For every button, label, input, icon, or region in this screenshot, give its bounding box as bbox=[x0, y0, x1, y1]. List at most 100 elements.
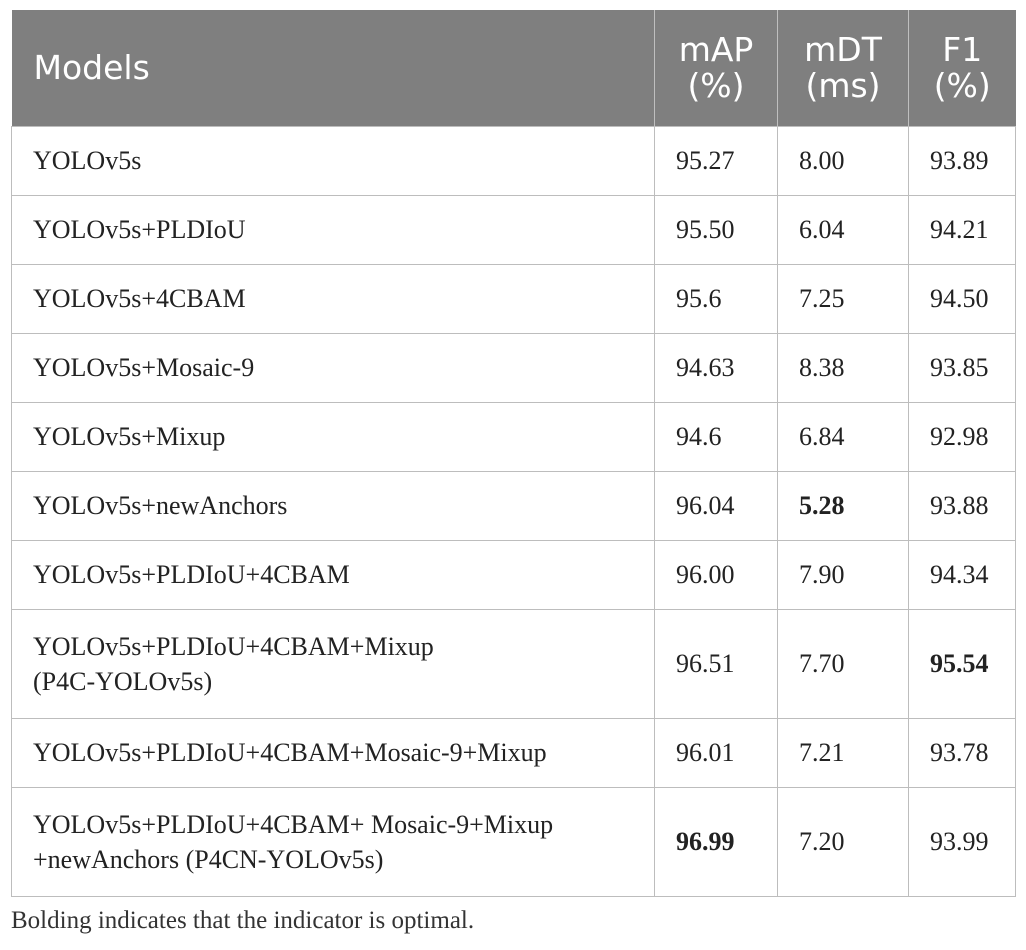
cell-map: 96.04 bbox=[654, 471, 778, 541]
header-mdt-unit: (ms) bbox=[805, 66, 881, 105]
value-mdt: 8.38 bbox=[799, 353, 845, 383]
table-body: YOLOv5s 95.27 8.00 93.89 YOLOv5s+PLDIoU 95.50… bbox=[11, 126, 1016, 897]
cell-f1: 93.85 bbox=[908, 333, 1016, 403]
model-name-line: YOLOv5s+PLDIoU bbox=[33, 215, 246, 245]
header-map: mAP (%) bbox=[654, 10, 778, 127]
cell-mdt: 7.70 bbox=[777, 609, 909, 719]
model-name-line: YOLOv5s+PLDIoU+4CBAM+Mixup bbox=[33, 631, 434, 661]
value-f1: 93.99 bbox=[930, 827, 989, 857]
table-row: YOLOv5s+Mixup 94.6 6.84 92.98 bbox=[11, 402, 1016, 472]
header-models: Models bbox=[11, 10, 655, 127]
model-name-line: YOLOv5s+Mosaic-9 bbox=[33, 353, 255, 383]
value-mdt: 5.28 bbox=[799, 491, 845, 521]
cell-model: YOLOv5s+Mixup bbox=[11, 402, 655, 472]
value-map: 96.04 bbox=[676, 491, 735, 521]
cell-model: YOLOv5s bbox=[11, 126, 655, 196]
cell-model: YOLOv5s+PLDIoU bbox=[11, 195, 655, 265]
value-map: 94.63 bbox=[676, 353, 735, 383]
cell-mdt: 7.21 bbox=[777, 718, 909, 788]
cell-map: 96.00 bbox=[654, 540, 778, 610]
value-mdt: 7.21 bbox=[799, 738, 845, 768]
cell-mdt: 5.28 bbox=[777, 471, 909, 541]
header-f1-label: F1 bbox=[942, 29, 983, 69]
cell-map: 96.01 bbox=[654, 718, 778, 788]
cell-mdt: 7.90 bbox=[777, 540, 909, 610]
value-f1: 94.50 bbox=[930, 284, 989, 314]
value-f1: 94.34 bbox=[930, 560, 989, 590]
value-f1: 95.54 bbox=[930, 649, 989, 679]
value-map: 95.27 bbox=[676, 146, 735, 176]
cell-f1: 93.89 bbox=[908, 126, 1016, 196]
value-mdt: 8.00 bbox=[799, 146, 845, 176]
model-name-line: (P4C-YOLOv5s) bbox=[33, 667, 213, 696]
cell-model: YOLOv5s+Mosaic-9 bbox=[11, 333, 655, 403]
table-row: YOLOv5s+PLDIoU+4CBAM 96.00 7.90 94.34 bbox=[11, 540, 1016, 610]
value-mdt: 7.25 bbox=[799, 284, 845, 314]
cell-f1: 94.21 bbox=[908, 195, 1016, 265]
value-f1: 93.89 bbox=[930, 146, 989, 176]
cell-f1: 93.99 bbox=[908, 787, 1016, 897]
model-name-line: YOLOv5s+PLDIoU+4CBAM+Mosaic-9+Mixup bbox=[33, 738, 547, 768]
model-name-line: YOLOv5s+4CBAM bbox=[33, 284, 246, 314]
value-mdt: 7.70 bbox=[799, 649, 845, 679]
value-map: 96.99 bbox=[676, 827, 735, 857]
header-row: Models mAP (%) mDT (ms) F1 (%) bbox=[11, 10, 1016, 127]
cell-model: YOLOv5s+4CBAM bbox=[11, 264, 655, 334]
cell-model: YOLOv5s+PLDIoU+4CBAM+Mosaic-9+Mixup bbox=[11, 718, 655, 788]
cell-f1: 93.88 bbox=[908, 471, 1016, 541]
header-mdt: mDT (ms) bbox=[777, 10, 909, 127]
cell-mdt: 6.04 bbox=[777, 195, 909, 265]
cell-mdt: 8.38 bbox=[777, 333, 909, 403]
header-map-unit: (%) bbox=[687, 66, 745, 105]
value-map: 96.01 bbox=[676, 738, 735, 768]
cell-f1: 93.78 bbox=[908, 718, 1016, 788]
cell-f1: 95.54 bbox=[908, 609, 1016, 719]
value-f1: 93.85 bbox=[930, 353, 989, 383]
table-row: YOLOv5s+newAnchors 96.04 5.28 93.88 bbox=[11, 471, 1016, 541]
value-f1: 93.88 bbox=[930, 491, 989, 521]
table-row: YOLOv5s+PLDIoU+4CBAM+Mosaic-9+Mixup 96.01… bbox=[11, 718, 1016, 788]
cell-map: 94.63 bbox=[654, 333, 778, 403]
cell-mdt: 7.20 bbox=[777, 787, 909, 897]
value-map: 96.51 bbox=[676, 649, 735, 679]
table-footnote: Bolding indicates that the indicator is … bbox=[11, 907, 475, 934]
value-map: 94.6 bbox=[676, 422, 722, 452]
table-row: YOLOv5s+4CBAM 95.6 7.25 94.50 bbox=[11, 264, 1016, 334]
cell-model: YOLOv5s+newAnchors bbox=[11, 471, 655, 541]
results-table-container: Models mAP (%) mDT (ms) F1 (%) YOLOv5s 95… bbox=[11, 10, 1016, 897]
model-name-line: YOLOv5s+PLDIoU+4CBAM+ Mosaic-9+Mixup bbox=[33, 809, 554, 839]
table-row: YOLOv5s+PLDIoU+4CBAM+Mixup (P4C-YOLOv5s) 9… bbox=[11, 609, 1016, 719]
cell-f1: 94.50 bbox=[908, 264, 1016, 334]
header-f1: F1 (%) bbox=[908, 10, 1016, 127]
model-name-line: YOLOv5s+newAnchors bbox=[33, 491, 288, 521]
table-header: Models mAP (%) mDT (ms) F1 (%) bbox=[11, 10, 1016, 127]
value-f1: 93.78 bbox=[930, 738, 989, 768]
cell-model: YOLOv5s+PLDIoU+4CBAM bbox=[11, 540, 655, 610]
cell-map: 95.27 bbox=[654, 126, 778, 196]
cell-model: YOLOv5s+PLDIoU+4CBAM+Mixup (P4C-YOLOv5s) bbox=[11, 609, 655, 719]
cell-map: 94.6 bbox=[654, 402, 778, 472]
table-row: YOLOv5s+Mosaic-9 94.63 8.38 93.85 bbox=[11, 333, 1016, 403]
table-row: YOLOv5s 95.27 8.00 93.89 bbox=[11, 126, 1016, 196]
value-map: 95.50 bbox=[676, 215, 735, 245]
model-name-line: +newAnchors (P4CN-YOLOv5s) bbox=[33, 845, 384, 874]
cell-map: 96.99 bbox=[654, 787, 778, 897]
header-mdt-label: mDT bbox=[804, 29, 882, 69]
value-map: 96.00 bbox=[676, 560, 735, 590]
table-row: YOLOv5s+PLDIoU 95.50 6.04 94.21 bbox=[11, 195, 1016, 265]
cell-map: 95.6 bbox=[654, 264, 778, 334]
cell-f1: 94.34 bbox=[908, 540, 1016, 610]
model-name-line: YOLOv5s+Mixup bbox=[33, 422, 226, 452]
value-f1: 92.98 bbox=[930, 422, 989, 452]
cell-mdt: 8.00 bbox=[777, 126, 909, 196]
value-map: 95.6 bbox=[676, 284, 722, 314]
header-f1-unit: (%) bbox=[933, 66, 991, 105]
table-row: YOLOv5s+PLDIoU+4CBAM+ Mosaic-9+Mixup +new… bbox=[11, 787, 1016, 897]
value-mdt: 6.04 bbox=[799, 215, 845, 245]
value-mdt: 7.20 bbox=[799, 827, 845, 857]
cell-mdt: 6.84 bbox=[777, 402, 909, 472]
value-mdt: 7.90 bbox=[799, 560, 845, 590]
value-f1: 94.21 bbox=[930, 215, 989, 245]
cell-map: 95.50 bbox=[654, 195, 778, 265]
header-map-label: mAP bbox=[678, 29, 754, 69]
